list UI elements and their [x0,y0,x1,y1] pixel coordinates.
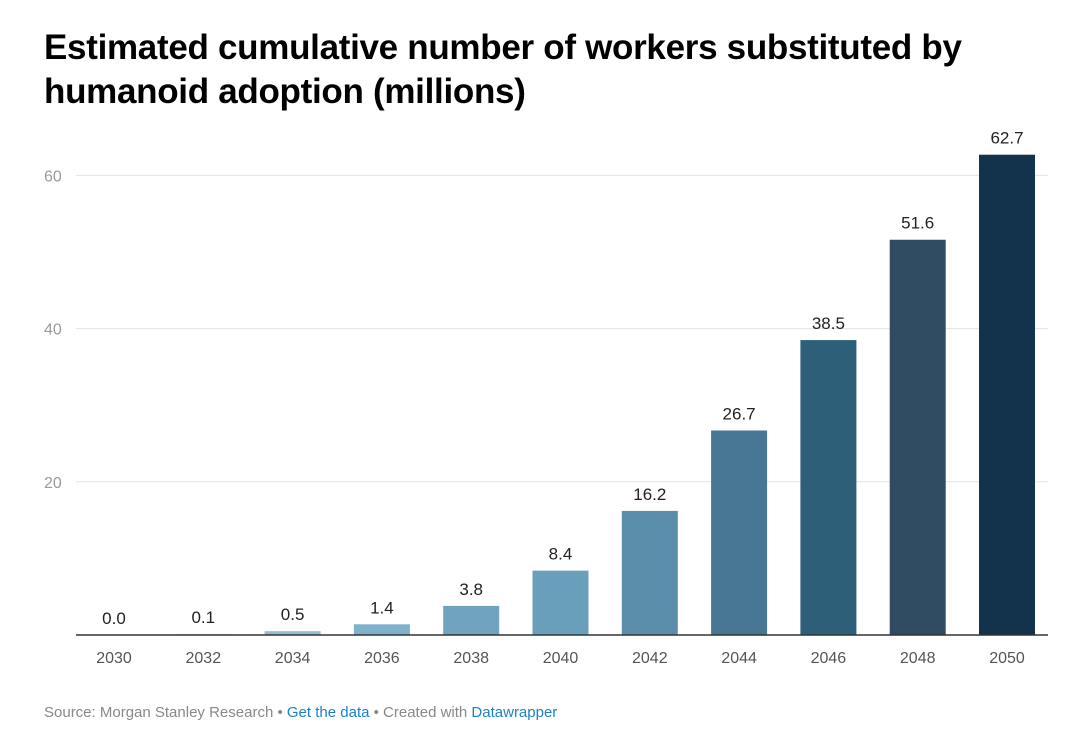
datawrapper-link[interactable]: Datawrapper [471,704,558,721]
value-label: 26.7 [723,404,756,423]
value-label: 1.4 [370,598,394,617]
footer-separator: • [369,704,384,721]
value-label: 62.7 [990,129,1023,148]
bar-2048 [889,239,946,635]
x-tick-label: 2044 [721,650,757,667]
bar-2038 [443,605,500,635]
chart-title: Estimated cumulative number of workers s… [44,28,962,111]
created-with-text: Created with [383,704,472,721]
value-label: 0.5 [281,605,305,624]
grid-layer [76,174,1048,483]
chart-footer: Source: Morgan Stanley Research • Get th… [44,704,557,721]
bar-2044 [711,430,768,635]
value-label-layer: 0.0 0.1 0.5 1.4 3.8 8.4 16.2 26.7 38.5 51.6 62.7 [102,129,1023,628]
x-tick-label: 2040 [543,650,579,667]
value-label: 8.4 [549,545,573,564]
bar-2034 [264,631,321,635]
y-tick-label: 40 [44,322,62,339]
value-label: 16.2 [633,485,666,504]
x-tick-label: 2042 [632,650,668,667]
bar-2046 [800,340,857,635]
footer-separator: • [273,704,287,721]
bar-layer [175,154,1035,635]
x-tick-label: 2038 [453,650,489,667]
x-tick-label: 2046 [811,650,847,667]
x-tick-label: 2034 [275,650,311,667]
value-label: 38.5 [812,314,845,333]
bar-2042 [621,510,678,635]
value-label: 3.8 [459,580,483,599]
x-tick-label: 2036 [364,650,400,667]
bar-2036 [353,624,410,635]
value-label: 51.6 [901,214,934,233]
value-label: 0.1 [191,608,215,627]
bar-2050 [979,154,1035,635]
value-label: 0.0 [102,609,126,628]
y-tick-label: 20 [44,475,62,492]
x-tick-label: 2032 [186,650,222,667]
get-the-data-link[interactable]: Get the data [286,704,370,721]
bar-2040 [532,570,589,635]
y-tick-label: 60 [44,168,62,185]
x-tick-label: 2050 [989,650,1025,667]
x-tick-label: 2030 [96,650,132,667]
x-tick-label: 2048 [900,650,936,667]
source-text: Source: Morgan Stanley Research [44,704,274,721]
